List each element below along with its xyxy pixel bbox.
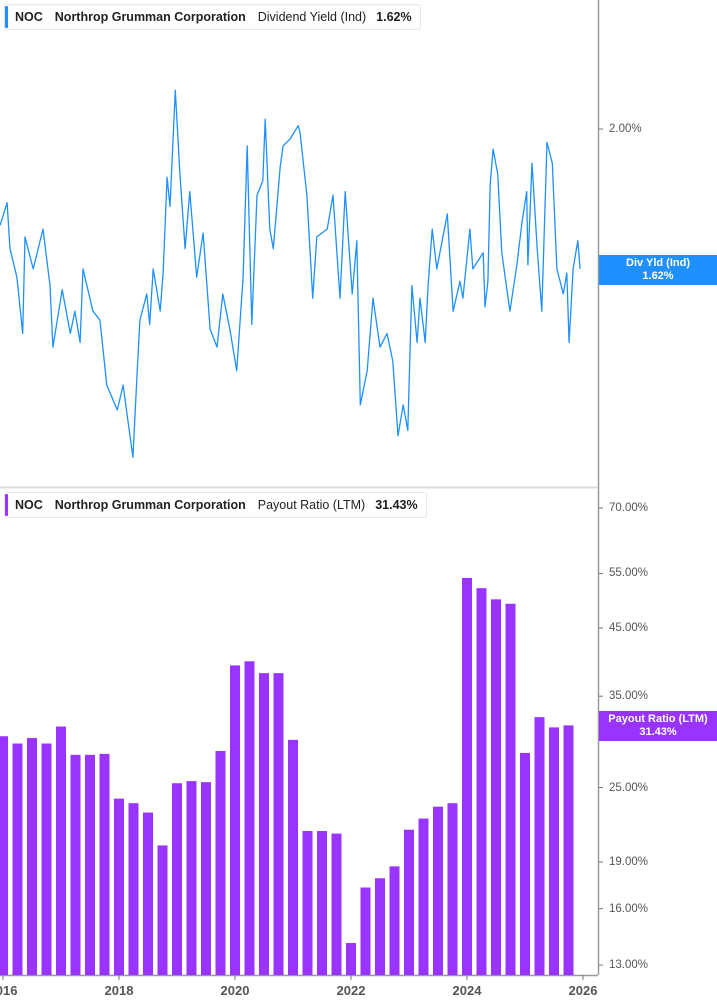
payout-bar — [418, 818, 429, 975]
tag-value: 1.62% — [642, 270, 674, 282]
payout-bar — [462, 577, 472, 975]
current-yield-tag: Div Yld (Ind) 1.62% — [599, 255, 717, 285]
payout-bar — [128, 803, 139, 975]
payout-bar — [99, 753, 110, 975]
legend-metric: Dividend Yield (Ind) — [257, 10, 367, 24]
legend-value: 31.43% — [375, 498, 418, 512]
payout-bar — [201, 782, 211, 975]
payout-bar — [215, 751, 226, 975]
payout-bar — [85, 754, 95, 975]
dividend-yield-legend: NOC Northrop Grumman Corporation Dividen… — [4, 4, 421, 30]
legend-value: 1.62% — [376, 10, 412, 24]
payout-ratio-bars — [0, 577, 574, 975]
x-tick-label: 2026 — [568, 983, 598, 998]
payout-bar — [476, 588, 487, 975]
payout-bar — [244, 661, 255, 975]
payout-bar — [0, 736, 8, 975]
payout-bar — [114, 798, 124, 975]
y-tick-label: 35.00% — [609, 690, 649, 703]
tag-value: 31.43% — [639, 726, 677, 738]
series-color-swatch — [5, 6, 8, 28]
payout-bar — [12, 743, 23, 975]
series-color-swatch — [5, 494, 8, 516]
y-tick-label: 2.00% — [609, 123, 642, 135]
payout-bar — [186, 781, 197, 975]
payout-bar — [27, 738, 37, 975]
tag-name: Div Yld (Ind) — [626, 257, 690, 269]
payout-bar — [360, 887, 371, 975]
payout-bar — [404, 829, 414, 975]
y-tick-label: 45.00% — [609, 621, 649, 634]
payout-bar — [172, 783, 182, 975]
legend-company: Northrop Grumman Corporation — [54, 498, 246, 512]
payout-bar — [346, 943, 356, 975]
dividend-yield-line — [0, 89, 581, 458]
payout-bar — [259, 673, 269, 975]
payout-bar — [375, 878, 385, 975]
payout-bar — [56, 726, 66, 975]
payout-bar — [157, 845, 168, 975]
legend-company: Northrop Grumman Corporation — [54, 10, 246, 24]
x-tick-label: 2024 — [452, 983, 482, 998]
payout-bar — [505, 603, 516, 975]
payout-bar — [447, 803, 458, 975]
payout-bar — [491, 599, 501, 975]
payout-bar — [230, 665, 240, 975]
legend-ticker: NOC — [15, 498, 43, 512]
payout-bar — [534, 717, 545, 975]
axis-ticks — [2, 128, 603, 980]
payout-bar — [288, 739, 298, 975]
x-tick-label: 2022 — [336, 983, 366, 998]
y-tick-label: 55.00% — [609, 567, 649, 580]
payout-bar — [389, 866, 400, 975]
payout-bar — [273, 673, 284, 975]
payout-bar — [331, 833, 342, 975]
payout-bar — [433, 806, 443, 975]
tag-name: Payout Ratio (LTM) — [608, 713, 708, 725]
payout-bar — [70, 754, 81, 975]
x-tick-label: 2016 — [0, 983, 18, 998]
y-tick-label: 16.00% — [609, 902, 649, 915]
y-tick-label: 13.00% — [609, 959, 649, 972]
payout-bar — [41, 743, 52, 975]
payout-ratio-legend: NOC Northrop Grumman Corporation Payout … — [4, 492, 427, 518]
legend-ticker: NOC — [15, 10, 43, 24]
x-tick-label: 2018 — [104, 983, 134, 998]
y-tick-label: 70.00% — [609, 502, 649, 514]
payout-bar — [549, 727, 559, 975]
payout-bar — [563, 725, 574, 975]
x-tick-label: 2020 — [220, 983, 250, 998]
y-tick-label: 19.00% — [609, 856, 649, 869]
current-payout-tag: Payout Ratio (LTM) 31.43% — [599, 711, 717, 741]
y-tick-label: 25.00% — [609, 781, 649, 794]
payout-bar — [143, 812, 153, 975]
payout-bar — [317, 831, 327, 975]
legend-metric: Payout Ratio (LTM) — [257, 498, 366, 512]
payout-bar — [520, 752, 530, 975]
payout-bar — [302, 831, 313, 975]
